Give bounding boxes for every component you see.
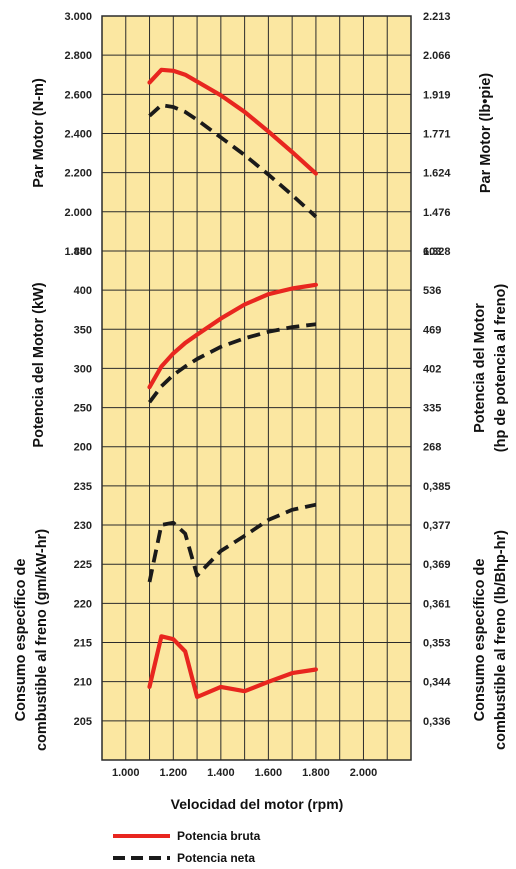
x-tick-label: 1.400 <box>207 767 235 779</box>
bsfc-right-tick-label: 0,344 <box>423 677 451 689</box>
power-right-tick-label: 469 <box>423 324 441 336</box>
torque-right-tick-label: 2.213 <box>423 11 451 23</box>
torque-left-tick-label: 3.000 <box>64 11 92 23</box>
grid <box>102 16 411 760</box>
legend: Potencia bruta Potencia neta <box>113 829 261 865</box>
x-tick-label: 1.800 <box>302 767 330 779</box>
x-tick-label: 1.000 <box>112 767 140 779</box>
power-right-axis-title-line2: (hp de potencia al freno) <box>493 284 509 453</box>
torque-left-tick-label: 1.800 <box>64 246 92 258</box>
power-gross-series-line <box>147 282 318 390</box>
bsfc-left-tick-label: 235 <box>74 481 92 493</box>
power-left-tick-label: 450 <box>74 246 92 258</box>
bsfc-right-axis-title-line1: Consumo específico de <box>472 559 488 722</box>
power-right-axis-title-line1: Potencia del Motor <box>472 303 488 433</box>
bsfc-right-tick-label: 0,353 <box>423 638 451 650</box>
bsfc-left-axis-title-line2: combustible al freno (gm/kW-hr) <box>34 529 50 751</box>
bsfc-left-tick-label: 215 <box>74 638 92 650</box>
bsfc-right-axis-title-line2: combustible al freno (lb/Bhp-hr) <box>493 530 509 750</box>
torque-net-series-line <box>148 103 318 219</box>
power-net-series-line <box>147 322 317 404</box>
torque-right-axis-title: Par Motor (lb•pie) <box>478 73 494 193</box>
power-left-axis-title: Potencia del Motor (kW) <box>31 282 47 447</box>
torque-right-tick-label: 2.066 <box>423 50 451 62</box>
legend-net-label: Potencia neta <box>177 851 255 865</box>
bsfc-left-tick-label: 225 <box>74 559 92 571</box>
power-right-tick-label: 335 <box>423 403 441 415</box>
bsfc-right-tick-label: 0,385 <box>423 481 451 493</box>
torque-left-tick-label: 2.600 <box>64 89 92 101</box>
torque-right-tick-label: 1.919 <box>423 89 451 101</box>
torque-left-axis-title: Par Motor (N-m) <box>31 78 47 188</box>
torque-gross-series-line <box>147 67 318 176</box>
power-left-tick-label: 350 <box>74 324 92 336</box>
torque-right-tick-label: 1.624 <box>423 168 451 180</box>
bsfc-net-series-line <box>147 502 317 583</box>
bsfc-left-tick-label: 205 <box>74 716 92 728</box>
legend-gross-label: Potencia bruta <box>177 829 261 843</box>
power-left-tick-label: 300 <box>74 363 92 375</box>
power-right-tick-label: 536 <box>423 285 441 297</box>
bsfc-left-tick-label: 220 <box>74 598 92 610</box>
tick-labels: 3.000 2.800 2.600 2.400 2.200 2.000 1.800 2.213… <box>64 11 451 779</box>
torque-right-tick-label: 1.476 <box>423 207 451 219</box>
chart-marks <box>147 67 318 700</box>
bsfc-left-tick-label: 210 <box>74 677 92 689</box>
power-left-tick-label: 200 <box>74 442 92 454</box>
bsfc-right-tick-label: 0,369 <box>423 559 451 571</box>
plot-frame <box>101 15 412 761</box>
bsfc-right-tick-label: 0,361 <box>423 598 451 610</box>
torque-left-tick-label: 2.000 <box>64 207 92 219</box>
x-tick-label: 1.600 <box>255 767 283 779</box>
power-right-tick-label: 268 <box>423 442 441 454</box>
bsfc-right-tick-label: 0,336 <box>423 716 451 728</box>
power-left-tick-label: 400 <box>74 285 92 297</box>
torque-left-tick-label: 2.200 <box>64 168 92 180</box>
x-tick-label: 1.200 <box>160 767 188 779</box>
bsfc-gross-series-line <box>147 634 318 700</box>
bsfc-left-tick-label: 230 <box>74 520 92 532</box>
power-right-tick-label: 402 <box>423 363 441 375</box>
torque-left-tick-label: 2.800 <box>64 50 92 62</box>
torque-right-tick-label: 1.328 <box>423 246 451 258</box>
power-left-tick-label: 250 <box>74 403 92 415</box>
torque-left-tick-label: 2.400 <box>64 128 92 140</box>
bsfc-right-tick-label: 0,377 <box>423 520 451 532</box>
torque-right-tick-label: 1.771 <box>423 128 451 140</box>
plot-background <box>102 16 411 760</box>
power-right-tick-label: 603 <box>423 246 441 258</box>
x-axis-title: Velocidad del motor (rpm) <box>171 796 344 812</box>
x-tick-label: 2.000 <box>350 767 378 779</box>
bsfc-left-axis-title-line1: Consumo específico de <box>13 559 29 722</box>
